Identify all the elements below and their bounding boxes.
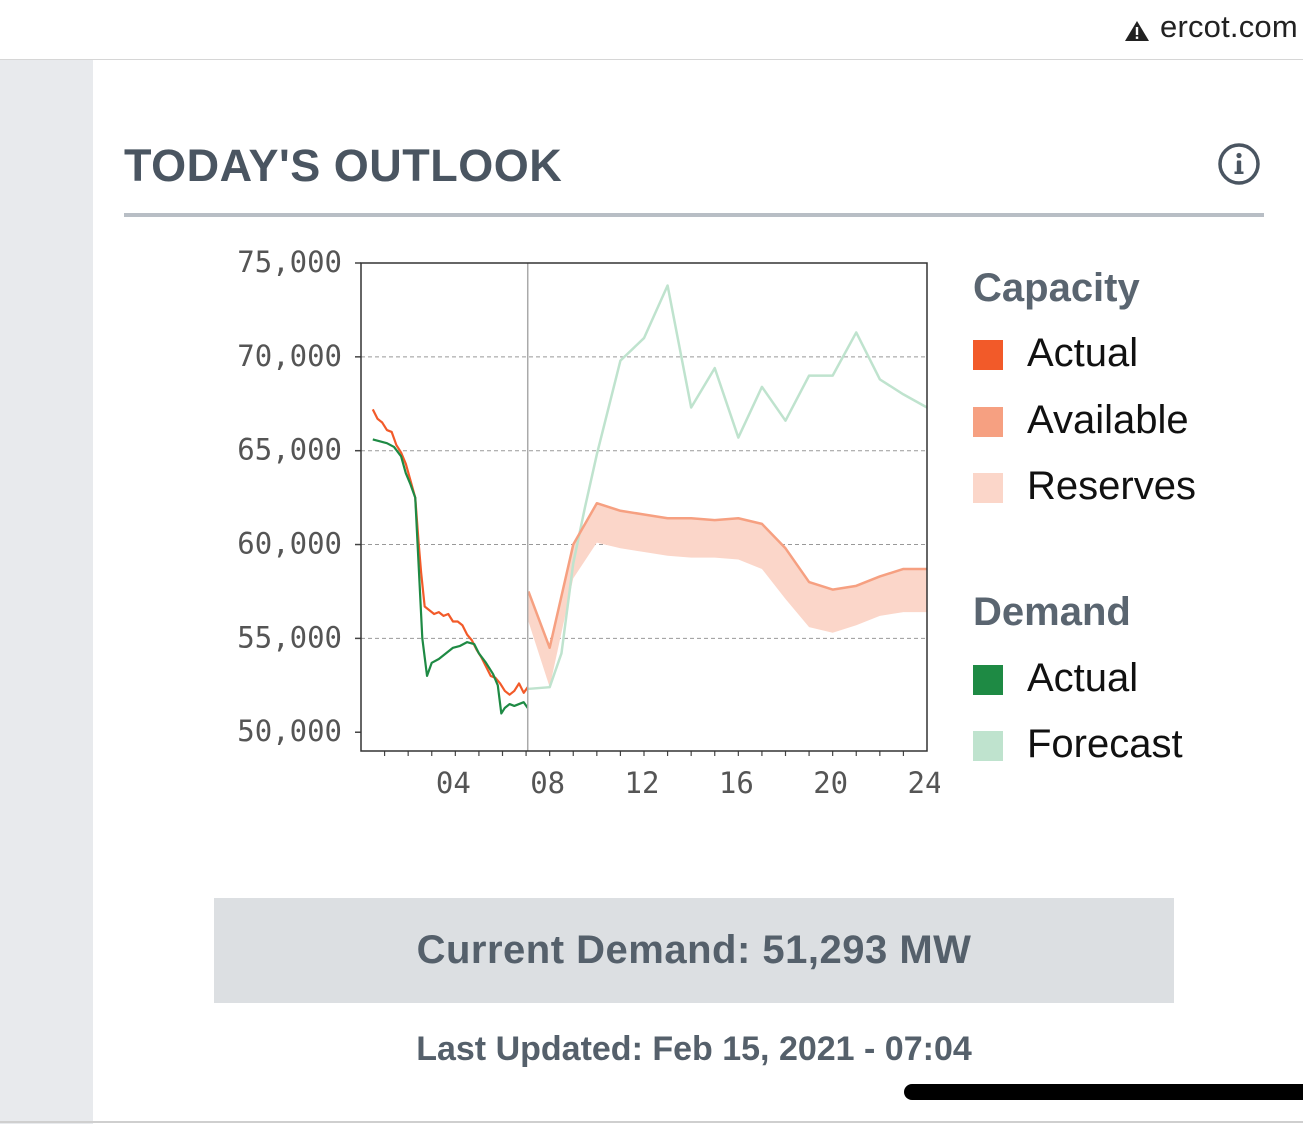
legend-label: Forecast: [1027, 722, 1183, 766]
current-demand-text: Current Demand: 51,293 MW: [416, 928, 972, 972]
y-tick-label: 50,000: [237, 714, 342, 748]
available-capacity-line: [527, 501, 927, 650]
home-indicator: [904, 1084, 1303, 1100]
demand-actual-swatch: [973, 665, 1003, 695]
demand-forecast-swatch: [973, 731, 1003, 761]
legend-label: Actual: [1027, 331, 1139, 375]
legend-label: Available: [1027, 398, 1189, 442]
title-divider: [124, 213, 1264, 217]
capacity-reserves-swatch: [973, 473, 1003, 503]
plot-border: [360, 262, 928, 752]
chart-axes: [355, 262, 928, 756]
reserves-band-layer: [528, 503, 927, 688]
legend-capacity-heading: Capacity: [973, 266, 1140, 310]
last-updated-text: Last Updated: Feb 15, 2021 - 07:04: [416, 1030, 972, 1068]
x-tick-label: 16: [719, 766, 754, 800]
legend-label: Reserves: [1027, 464, 1196, 508]
page-title: TODAY'S OUTLOOK: [124, 140, 563, 191]
plot-background: [361, 263, 927, 751]
y-tick-label: 70,000: [237, 339, 342, 373]
left-sidebar: [0, 60, 93, 1124]
x-tick-label: 12: [625, 766, 660, 800]
info-icon[interactable]: [1216, 141, 1262, 187]
bottom-divider: [0, 1121, 1303, 1123]
x-tick-label: 24: [908, 766, 940, 800]
current-demand-box: Current Demand: 51,293 MW: [214, 898, 1174, 1003]
capacity-available-swatch: [973, 407, 1003, 437]
y-tick-label: 55,000: [237, 620, 342, 654]
capacity-actual-swatch: [973, 340, 1003, 370]
x-tick-label: 04: [436, 766, 471, 800]
browser-address-bar[interactable]: ercot.com: [0, 0, 1303, 60]
capacity-actual-line: [371, 408, 529, 696]
y-tick-label: 65,000: [237, 433, 342, 467]
url-text[interactable]: ercot.com: [1160, 9, 1298, 44]
outlook-chart: 50,000 55,000 60,000 65,000 70,000 75,000 04 08…: [237, 245, 940, 800]
warning-icon: [1125, 21, 1149, 41]
demand-actual-line: [372, 438, 529, 715]
x-tick-label: 20: [813, 766, 848, 800]
chart-grid: [361, 263, 927, 751]
x-tick-label: 08: [530, 766, 565, 800]
legend-demand-heading: Demand: [973, 590, 1131, 634]
y-tick-label: 60,000: [237, 527, 342, 561]
reserves-band: [528, 503, 927, 688]
series-lines-layer: [371, 263, 928, 751]
demand-forecast-line: [525, 284, 928, 691]
y-tick-label: 75,000: [237, 245, 342, 279]
legend-label: Actual: [1027, 656, 1139, 700]
tick-labels: 50,000 55,000 60,000 65,000 70,000 75,000 04 08…: [237, 245, 940, 800]
